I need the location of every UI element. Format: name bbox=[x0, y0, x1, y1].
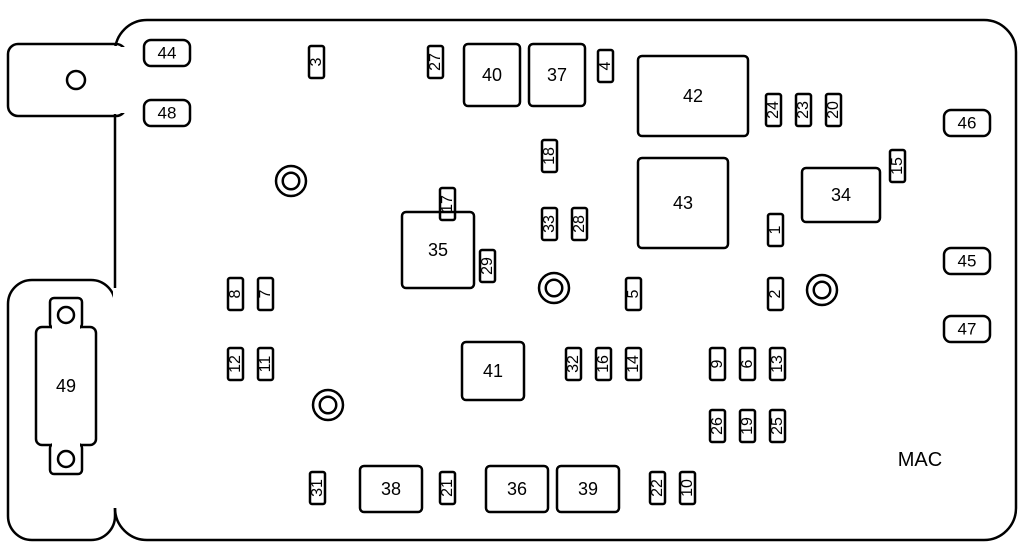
fuse-10-label: 10 bbox=[679, 479, 696, 497]
fuse-1-label: 1 bbox=[767, 225, 784, 234]
fuse-11-label: 11 bbox=[257, 356, 274, 373]
relay-43-label: 43 bbox=[673, 193, 693, 213]
relay-37-label: 37 bbox=[547, 65, 567, 85]
stud-2-outer-icon bbox=[539, 273, 569, 303]
fuse-22-label: 22 bbox=[649, 479, 666, 497]
fuse-9-label: 9 bbox=[709, 359, 726, 368]
fuse-13-label: 13 bbox=[769, 355, 786, 373]
stud-1-inner-icon bbox=[283, 173, 300, 190]
module-hole-bottom-icon bbox=[58, 451, 74, 467]
fuse-box-diagram: 4935363738394041424334444546474812345678… bbox=[0, 0, 1024, 551]
module-49-label: 49 bbox=[56, 376, 76, 396]
fuse-31-label: 31 bbox=[309, 479, 326, 497]
fuse-15-label: 15 bbox=[889, 157, 906, 175]
fuse-14-label: 14 bbox=[625, 355, 642, 373]
relay-38-label: 38 bbox=[381, 479, 401, 499]
fuse-16-label: 16 bbox=[595, 355, 612, 373]
fuse-29-label: 29 bbox=[479, 257, 496, 275]
pill-44-label: 44 bbox=[158, 44, 177, 63]
relay-40-label: 40 bbox=[482, 65, 502, 85]
left-module-outline bbox=[8, 280, 115, 540]
fuse-19-label: 19 bbox=[739, 417, 756, 435]
module-tab-bottom bbox=[50, 444, 82, 474]
fuse-20-label: 20 bbox=[825, 101, 842, 119]
fuse-3-label: 3 bbox=[308, 57, 325, 66]
stud-4-outer-icon bbox=[807, 275, 837, 305]
fuse-2-label: 2 bbox=[767, 289, 784, 298]
fuse-4-label: 4 bbox=[597, 61, 614, 70]
fuse-25-label: 25 bbox=[769, 417, 786, 435]
relay-39-label: 39 bbox=[578, 479, 598, 499]
mac-label: MAC bbox=[898, 449, 942, 471]
fuse-28-label: 28 bbox=[571, 215, 588, 233]
relay-41-label: 41 bbox=[483, 361, 503, 381]
fuse-18-label: 18 bbox=[541, 147, 558, 165]
fuse-6-label: 6 bbox=[739, 359, 756, 368]
mounting-hole-icon bbox=[67, 71, 85, 89]
fuse-27-label: 27 bbox=[427, 53, 444, 71]
relay-36-label: 36 bbox=[507, 479, 527, 499]
fuse-5-label: 5 bbox=[625, 289, 642, 298]
fuse-33-label: 33 bbox=[541, 215, 558, 233]
stud-4-inner-icon bbox=[814, 282, 831, 299]
stud-3-outer-icon bbox=[313, 390, 343, 420]
fuse-12-label: 12 bbox=[227, 355, 244, 373]
stud-2-inner-icon bbox=[546, 280, 563, 297]
fuse-7-label: 7 bbox=[257, 289, 274, 298]
module-hole-top-icon bbox=[58, 307, 74, 323]
stud-3-inner-icon bbox=[320, 397, 337, 414]
fuse-23-label: 23 bbox=[795, 101, 812, 119]
relay-35-label: 35 bbox=[428, 240, 448, 260]
pill-46-label: 46 bbox=[958, 114, 977, 133]
fuse-32-label: 32 bbox=[565, 355, 582, 373]
diagram-layer: 4935363738394041424334444546474812345678… bbox=[8, 20, 1016, 540]
pill-48-label: 48 bbox=[158, 104, 177, 123]
pill-47-label: 47 bbox=[958, 320, 977, 339]
fuse-17-label: 17 bbox=[439, 195, 456, 213]
fuse-21-label: 21 bbox=[439, 479, 456, 497]
fuse-24-label: 24 bbox=[765, 101, 782, 119]
pill-45-label: 45 bbox=[958, 252, 977, 271]
stud-1-outer-icon bbox=[276, 166, 306, 196]
fuse-26-label: 26 bbox=[709, 417, 726, 435]
relay-42-label: 42 bbox=[683, 86, 703, 106]
fuse-8-label: 8 bbox=[227, 289, 244, 298]
relay-34-label: 34 bbox=[831, 185, 851, 205]
